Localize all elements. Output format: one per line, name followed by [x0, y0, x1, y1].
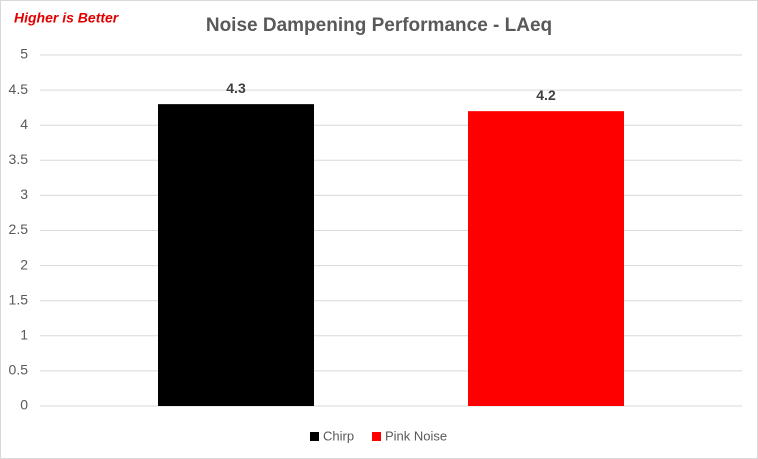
- y-tick-label: 2.5: [9, 221, 29, 237]
- data-label: 4.3: [226, 80, 246, 96]
- chart-title: Noise Dampening Performance - LAeq: [206, 15, 552, 36]
- y-tick-label: 1.5: [9, 291, 29, 307]
- y-tick-label: 4: [20, 116, 28, 132]
- y-tick-label: 5: [20, 46, 28, 62]
- legend-swatch: [310, 432, 319, 441]
- bar: [158, 104, 314, 406]
- data-label: 4.2: [536, 87, 556, 103]
- bar: [468, 111, 624, 406]
- y-tick-label: 0.5: [9, 362, 29, 378]
- y-tick-label: 2: [20, 256, 28, 272]
- y-tick-label: 1: [20, 327, 28, 343]
- legend-label: Chirp: [323, 428, 354, 443]
- annotation: Higher is Better: [14, 10, 120, 26]
- y-tick-label: 4.5: [9, 81, 29, 97]
- y-tick-label: 0: [20, 397, 28, 413]
- legend-label: Pink Noise: [385, 428, 447, 443]
- y-tick-label: 3.5: [9, 151, 29, 167]
- y-tick-label: 3: [20, 186, 28, 202]
- legend-swatch: [372, 432, 381, 441]
